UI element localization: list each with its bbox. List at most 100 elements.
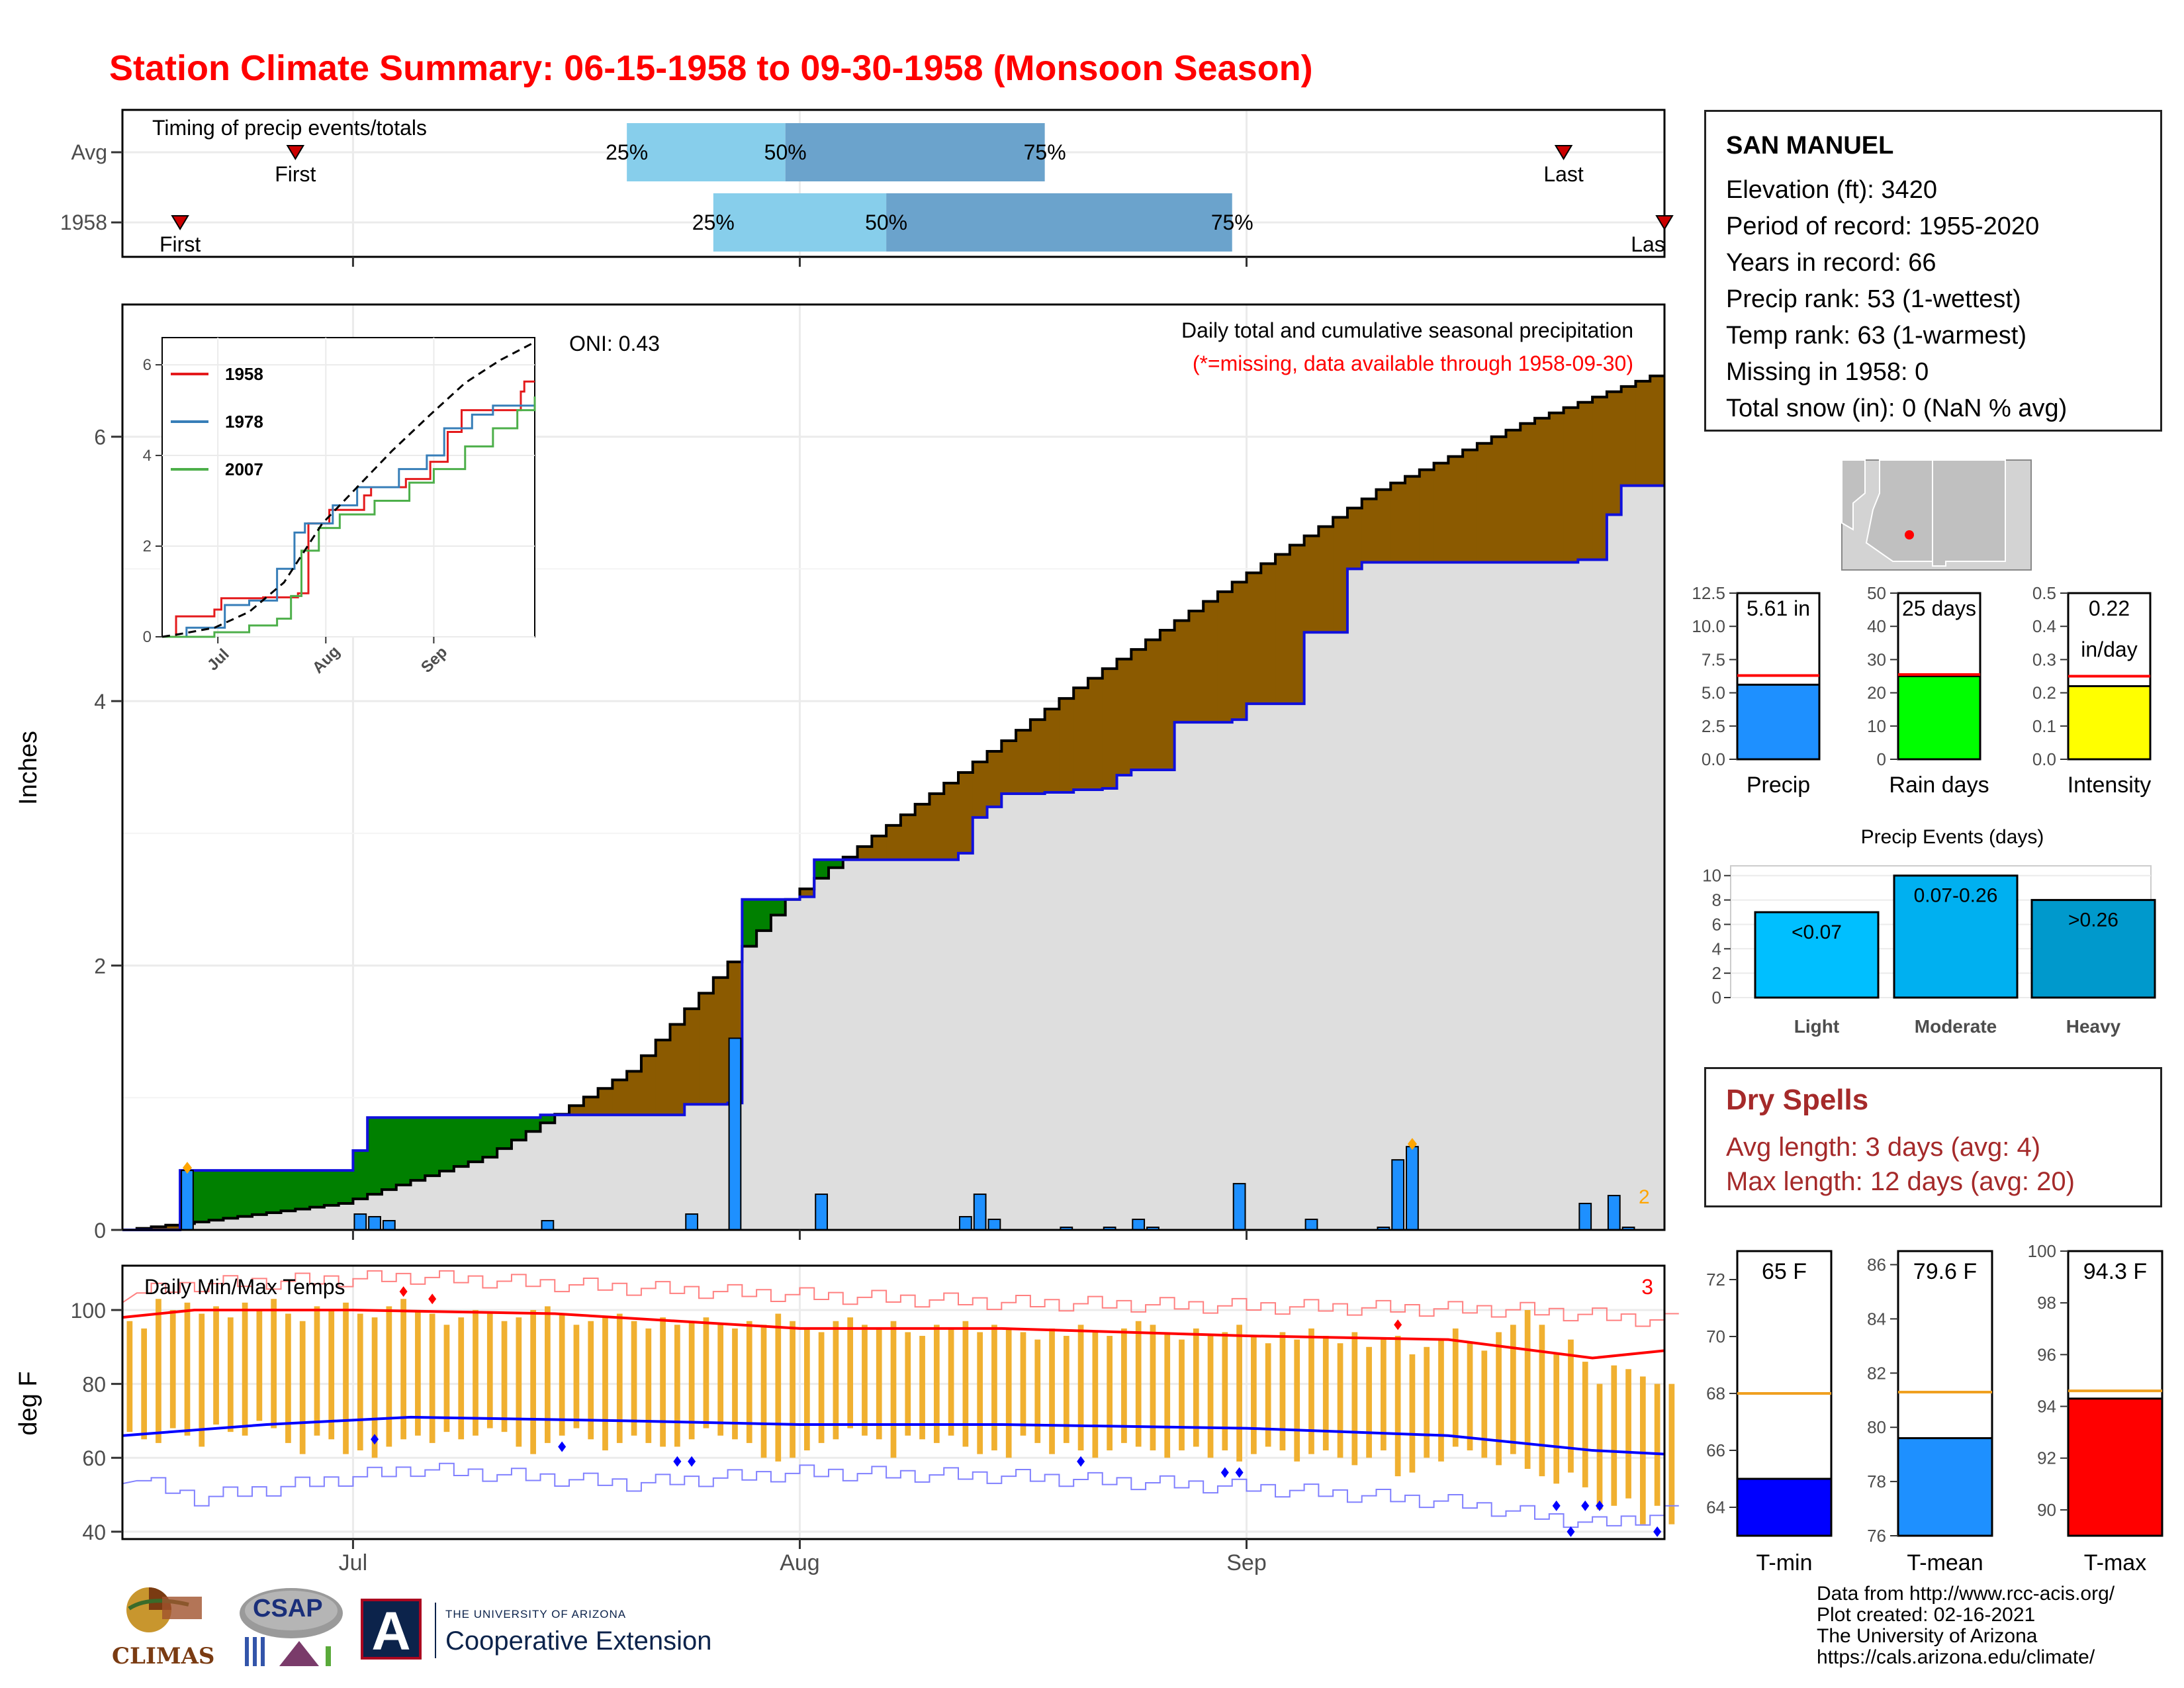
daily-temp-range-bar [501,1321,508,1432]
surplus-segment [410,1117,426,1181]
temp-record-low-marker [371,1434,379,1445]
daily-temp-range-bar [991,1325,997,1451]
temp-series-line [122,1415,1665,1456]
daily-temp-range-bar [285,1313,291,1443]
deficit-segment [1520,423,1535,563]
temp-y-tick-label: 100 [71,1299,106,1323]
daily-temp-range-bar [1265,1343,1271,1447]
temp-gauge-value-bar [1897,1437,1993,1537]
daily-temp-range-bar [948,1328,954,1436]
daily-temp-range-bar [1366,1346,1372,1458]
deficit-segment [1189,610,1204,723]
surplus-segment [396,1117,412,1186]
precip-event-label: Light [1794,1016,1839,1037]
daily-temp-range-bar [1510,1325,1516,1454]
deficit-segment [1463,449,1478,563]
daily-temp-range-bar [1582,1362,1588,1487]
inset-frame [161,337,535,637]
station-info-box: SAN MANUEL Elevation (ft): 3420 Period o… [1704,110,2162,432]
daily-temp-range-bar [1207,1336,1214,1458]
daily-temp-range-bar [1020,1332,1026,1436]
deficit-segment [1160,630,1175,770]
map-state-nm [1932,459,2006,567]
daily-temp-range-bar [977,1332,983,1454]
gauge-value-bar [1736,683,1821,761]
surplus-segment [194,1170,210,1223]
last-event-marker [1554,145,1573,160]
daily-temp-range-bar [473,1309,478,1436]
temp-gauge-tick-label: 64 [1706,1497,1725,1517]
deficit-segment [1261,563,1276,704]
daily-temp-range-bar [1063,1336,1069,1443]
daily-temp-range-bar [213,1306,219,1425]
deficit-segment [1535,418,1550,563]
ua-line2: Cooperative Extension [445,1626,712,1656]
deficit-segment [641,1055,657,1115]
temp-record-low-marker [1077,1456,1085,1467]
temp-record-high-marker [1394,1319,1402,1331]
precip-event-range: >0.26 [2068,910,2118,931]
deficit-segment [1506,430,1521,563]
deficit-segment [1405,476,1420,563]
temp-y-tick-label: 60 [82,1446,106,1470]
deficit-segment [1477,443,1492,563]
daily-temp-range-bar [1107,1336,1113,1451]
daily-temp-range-bar [486,1313,493,1429]
gauge-value-label: 25 days [1902,596,1976,620]
gauge-tick-label: 2.5 [1702,716,1725,736]
temp-x-tick-label: Aug [780,1550,820,1575]
daily-temp-range-bar [1150,1325,1156,1451]
daily-temp-range-bar [1251,1336,1257,1454]
daily-temp-range-bar [732,1328,738,1440]
temp-gauge-tick-label: 94 [2037,1397,2056,1417]
deficit-segment [1621,386,1637,486]
last-event-label: Las [1631,232,1665,256]
csap-logo: CSAP [233,1585,349,1678]
inset-y-tick-label: 0 [143,628,152,646]
timing-p25-label: 25% [692,211,735,234]
daily-temp-range-bar [1034,1339,1041,1443]
temp-gauge-tick-label: 96 [2037,1344,2056,1364]
timing-row-label: 1958 [60,211,107,234]
deficit-segment [165,1225,181,1230]
deficit-segment [1146,639,1161,770]
daily-precip-bar [541,1220,555,1231]
temp-record-low-marker [558,1441,567,1452]
temp-gauge-value-bar [1736,1477,1833,1537]
first-event-label: First [159,232,201,256]
temp-panel-frame [121,1264,1666,1540]
daily-temp-range-bar [818,1332,825,1443]
deficit-segment [1044,709,1060,792]
surplus-segment [310,1170,325,1207]
daily-temp-range-bar [314,1306,320,1436]
deficit-segment [684,1008,700,1105]
surplus-segment [756,899,772,931]
temp-y-axis-label: deg F [15,1371,42,1435]
deficit-segment [1549,412,1565,563]
gauge-tick-label: 10.0 [1692,616,1725,636]
temp-gauge-axis-label: T-mean [1907,1550,1983,1575]
inset-series-line [162,397,536,638]
deficit-segment [1318,526,1334,633]
deficit-segment [1592,397,1608,560]
deficit-segment [1448,456,1463,563]
daily-temp-range-bar [559,1313,565,1436]
surplus-segment [425,1117,440,1176]
surplus-segment [742,899,757,947]
gauge-tick-label: 0.0 [2032,749,2056,769]
daily-temp-range-bar [184,1302,191,1436]
daily-temp-range-bar [933,1325,940,1443]
daily-temp-range-bar [156,1299,161,1443]
station-period: Period of record: 1955-2020 [1726,212,2040,240]
daily-precip-bar [1607,1195,1621,1231]
daily-temp-range-bar [1438,1339,1444,1462]
gauge-tick-label: 7.5 [1702,649,1725,669]
timing-p50-label: 50% [865,211,907,234]
timing-q1-bar [627,123,786,181]
station-precip-rank: Precip rank: 53 (1-wettest) [1726,285,2021,313]
daily-temp-range-bar [1553,1354,1560,1484]
surplus-segment [468,1117,483,1162]
temp-gauge-value-label: 79.6 F [1913,1259,1977,1284]
station-snow: Total snow (in): 0 (NaN % avg) [1726,395,2068,422]
temp-gauge-tick-label: 66 [1706,1440,1725,1460]
